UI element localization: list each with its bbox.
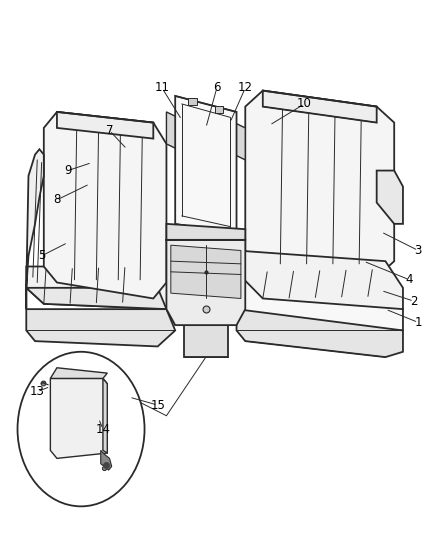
Polygon shape: [184, 325, 228, 357]
Bar: [188, 98, 197, 105]
Text: 5: 5: [38, 249, 45, 262]
Text: 11: 11: [155, 82, 170, 94]
Polygon shape: [166, 112, 177, 149]
Polygon shape: [57, 112, 153, 139]
Polygon shape: [237, 272, 403, 336]
Polygon shape: [26, 266, 175, 309]
Text: 8: 8: [53, 193, 60, 206]
Polygon shape: [237, 251, 403, 309]
Polygon shape: [234, 123, 245, 160]
Circle shape: [18, 352, 145, 506]
Text: 4: 4: [406, 273, 413, 286]
Bar: [215, 106, 223, 113]
Polygon shape: [166, 240, 245, 325]
Polygon shape: [44, 112, 166, 298]
Text: 13: 13: [30, 385, 45, 398]
Polygon shape: [50, 368, 107, 378]
Polygon shape: [26, 149, 44, 288]
Text: 3: 3: [415, 244, 422, 257]
Text: 15: 15: [150, 399, 165, 411]
Text: 7: 7: [106, 124, 113, 137]
Text: 12: 12: [238, 82, 253, 94]
Text: 14: 14: [95, 423, 110, 435]
Polygon shape: [237, 309, 403, 357]
Text: 9: 9: [64, 164, 72, 177]
Polygon shape: [26, 288, 166, 309]
Polygon shape: [171, 245, 241, 298]
Polygon shape: [26, 309, 175, 346]
Polygon shape: [263, 91, 377, 123]
Text: 6: 6: [213, 82, 221, 94]
Polygon shape: [101, 450, 112, 470]
Polygon shape: [245, 91, 394, 277]
Polygon shape: [166, 224, 245, 240]
Text: 10: 10: [297, 98, 312, 110]
Polygon shape: [377, 171, 403, 224]
Text: 2: 2: [410, 295, 418, 308]
Polygon shape: [50, 378, 107, 458]
Polygon shape: [175, 96, 237, 235]
Text: 1: 1: [414, 316, 422, 329]
Polygon shape: [103, 378, 107, 453]
